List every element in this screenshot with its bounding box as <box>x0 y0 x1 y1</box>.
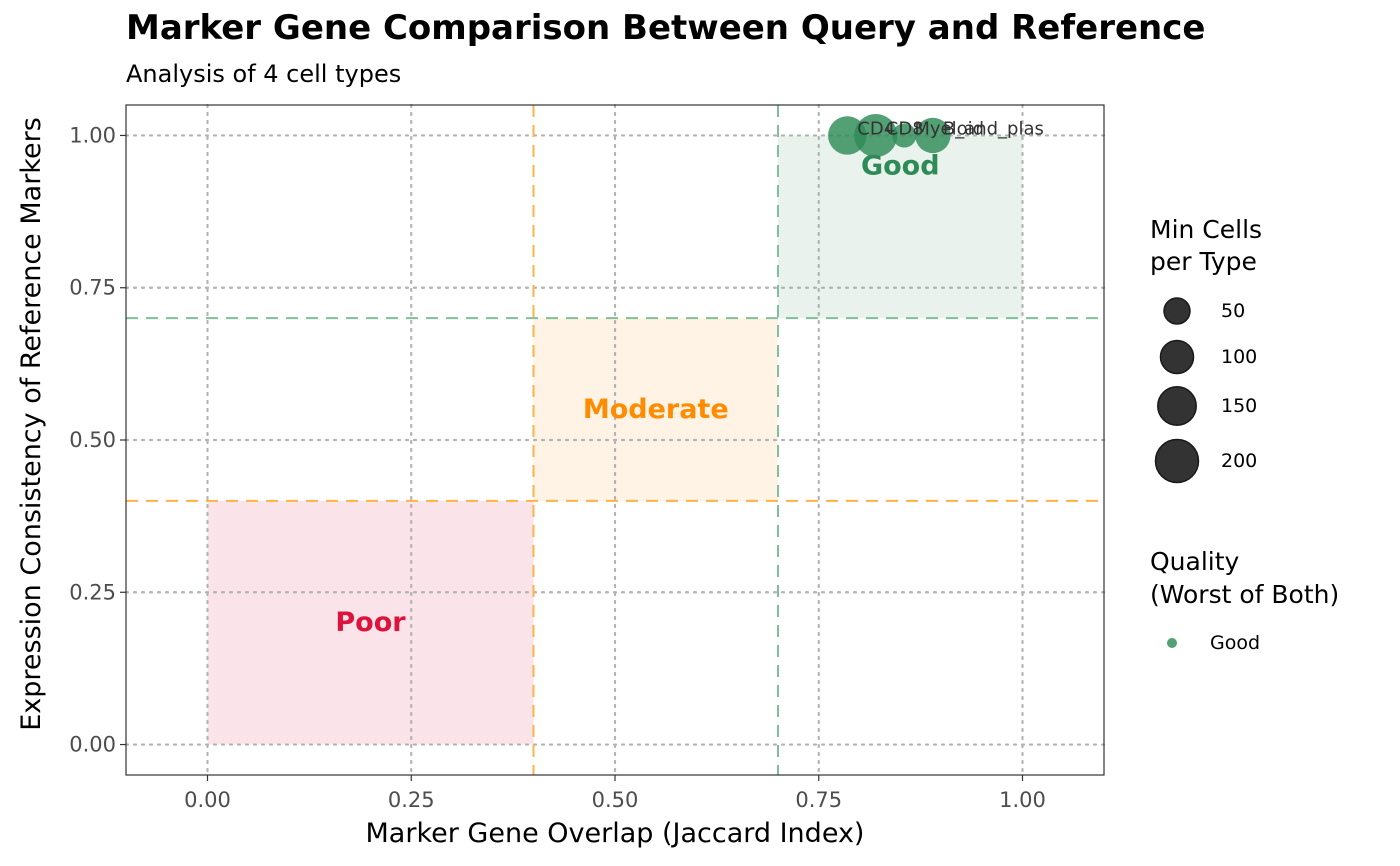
x-tick-label: 1.00 <box>999 788 1046 812</box>
y-axis-title: Expression Consistency of Reference Mark… <box>16 117 47 731</box>
x-tick-label: 0.75 <box>795 788 842 812</box>
point-label: CD8 <box>886 118 924 139</box>
legend-size-circle <box>1154 438 1200 484</box>
zone-label-good: Good <box>861 150 940 181</box>
x-tick-label: 0.25 <box>388 788 435 812</box>
chart-title: Marker Gene Comparison Between Query and… <box>126 8 1206 48</box>
data-point <box>915 117 951 154</box>
chart-subtitle: Analysis of 4 cell types <box>126 60 402 88</box>
zone-label-poor: Poor <box>335 607 406 638</box>
legend-min-cells: Min Cells per Type 50 100 150 200 <box>1150 215 1262 484</box>
legend-color-title-line1: Quality <box>1150 547 1240 576</box>
y-tick-label: 0.25 <box>69 580 116 604</box>
x-tick-label: 0.00 <box>184 788 231 812</box>
legend-quality: Quality (Worst of Both) Good <box>1150 547 1339 654</box>
legend-size-label: 150 <box>1221 395 1257 417</box>
point-label: B_and_plas <box>943 118 1044 139</box>
legend-size-circle <box>1159 339 1195 375</box>
point-label: CD4 <box>857 118 895 139</box>
legend-size-circle <box>1163 297 1191 325</box>
legend-color-dot <box>1167 638 1177 648</box>
y-tick-label: 1.00 <box>69 123 116 147</box>
axis-ticks: 0.00 0.25 0.50 0.75 1.00 0.00 0.25 0.50 0.75 1.00 <box>69 123 1046 812</box>
y-tick-label: 0.50 <box>69 428 116 452</box>
zone-label-moderate: Moderate <box>583 394 729 425</box>
data-point <box>854 113 898 157</box>
legend-size-title-line1: Min Cells <box>1150 215 1262 244</box>
legend-size-label: 100 <box>1221 346 1257 368</box>
legend-size-label: 50 <box>1221 300 1245 322</box>
data-point <box>892 123 917 148</box>
threshold-lines <box>126 105 1104 775</box>
legend-size-label: 200 <box>1221 450 1257 472</box>
zone-labels: Poor Moderate Good <box>335 150 939 638</box>
x-tick-label: 0.50 <box>592 788 639 812</box>
point-label: Myeloid <box>914 118 984 139</box>
legend-color-title-line2: (Worst of Both) <box>1150 580 1339 609</box>
legend-size-title-line2: per Type <box>1150 247 1257 276</box>
y-tick-label: 0.75 <box>69 276 116 300</box>
zone-poor <box>207 500 534 745</box>
y-tick-label: 0.00 <box>69 733 116 757</box>
legend-color-label: Good <box>1210 632 1260 654</box>
zone-moderate <box>533 318 778 501</box>
x-axis-title: Marker Gene Overlap (Jaccard Index) <box>366 818 865 849</box>
legend-size-circle <box>1157 386 1197 426</box>
